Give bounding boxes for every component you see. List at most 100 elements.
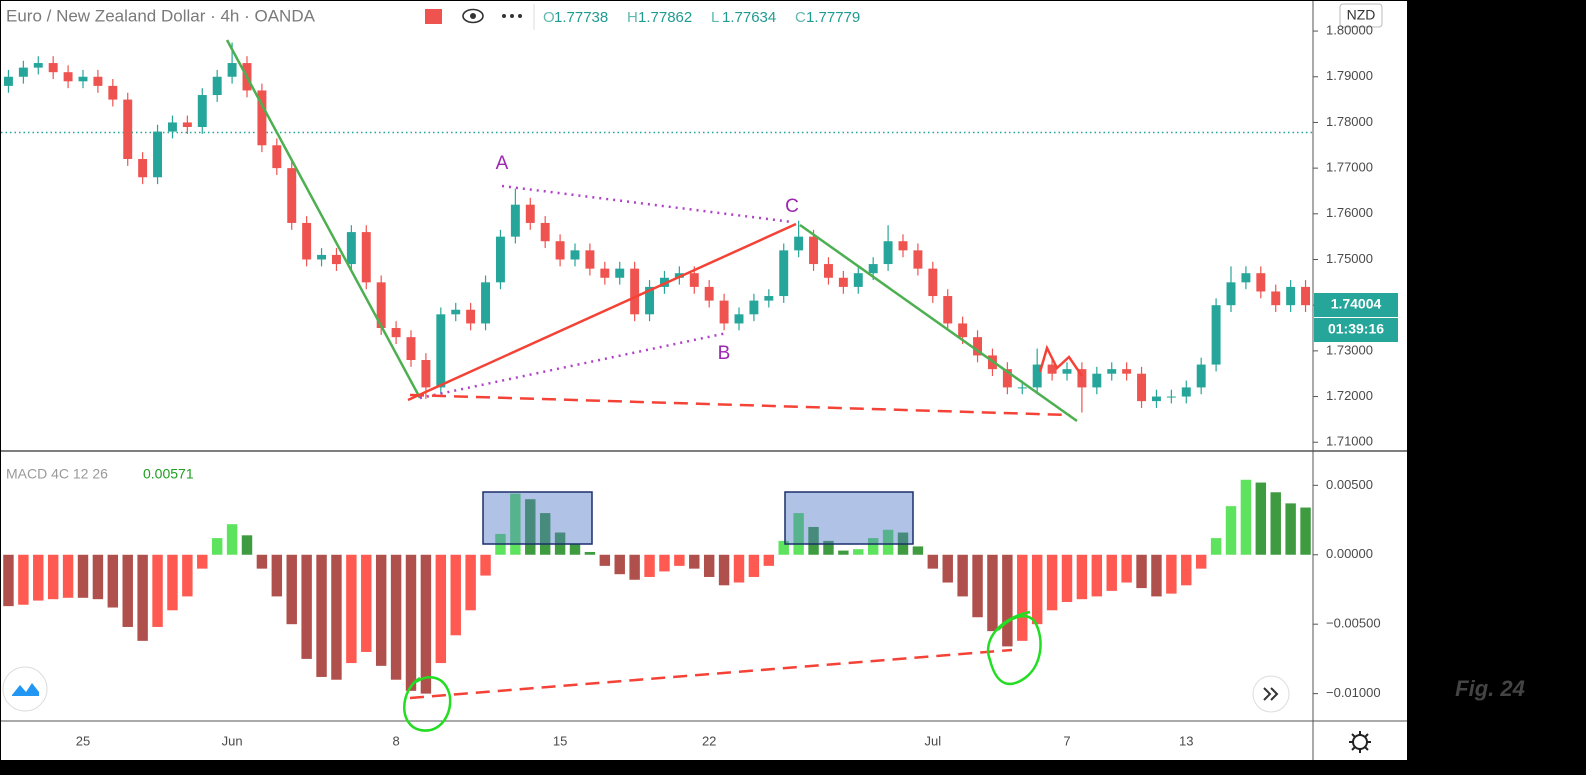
candle-body <box>1107 369 1117 374</box>
histogram-bar <box>1046 554 1058 611</box>
histogram-bar <box>1076 554 1088 600</box>
y-tick-label: −0.00500 <box>1326 616 1381 631</box>
circle-mark <box>987 610 1042 686</box>
histogram-bar <box>1031 554 1043 625</box>
figure-label: Fig. 24 <box>1455 676 1525 701</box>
drawings: A B C <box>225 39 1084 732</box>
histogram-bar <box>62 554 74 598</box>
histogram-bar <box>361 554 372 652</box>
settings-button[interactable] <box>1349 731 1371 753</box>
currency-button[interactable] <box>1339 3 1383 28</box>
scroll-button[interactable] <box>1252 675 1290 713</box>
histogram-bar <box>808 526 819 555</box>
candle-body <box>331 254 341 265</box>
y-tick-label: 1.72000 <box>1326 388 1373 403</box>
histogram-bar <box>793 513 804 555</box>
histogram-bar <box>539 513 551 555</box>
last-price-label: 1.74004 <box>1331 296 1382 312</box>
histogram-bar <box>614 554 625 575</box>
candle-body <box>33 63 43 68</box>
candle-body <box>555 241 565 260</box>
logo-button[interactable] <box>2 666 48 712</box>
candle-body <box>272 145 282 169</box>
candle-body <box>973 337 983 356</box>
histogram-bar <box>480 554 491 576</box>
candle-body <box>645 286 655 315</box>
histogram-bar <box>450 554 461 636</box>
histogram-bar <box>271 554 283 597</box>
candle-body <box>48 63 58 73</box>
candle-body <box>749 300 759 315</box>
countdown-label: 01:39:16 <box>1328 321 1384 337</box>
flag-icon[interactable] <box>425 9 442 24</box>
histogram-bar <box>927 554 939 569</box>
candle-body <box>3 76 13 86</box>
x-tick-label: 25 <box>76 733 90 748</box>
ohlc-value: 1.77862 <box>638 9 692 26</box>
candle-body <box>481 282 491 324</box>
y-tick-label: 0.00000 <box>1326 546 1373 561</box>
candle-body <box>928 268 938 297</box>
y-tick-label: −0.01000 <box>1326 685 1381 700</box>
candle-body <box>794 236 804 251</box>
candle-body <box>1032 364 1042 388</box>
histogram-bar <box>644 554 655 577</box>
countdown-box <box>1314 317 1398 342</box>
candle-body <box>898 241 908 251</box>
histogram-bar <box>1240 479 1252 555</box>
histogram-bar <box>1195 554 1207 569</box>
swing-mark <box>1038 344 1084 377</box>
more-icon[interactable] <box>502 14 522 18</box>
histogram-bar <box>167 554 178 611</box>
candle-body <box>1196 364 1206 388</box>
histogram-bar <box>1181 554 1192 586</box>
candle-body <box>674 273 684 278</box>
candle-body <box>1301 286 1311 306</box>
y-tick-label: 1.75000 <box>1326 251 1373 266</box>
candle-body <box>570 250 580 260</box>
y-tick-label: 0.00500 <box>1326 477 1373 492</box>
histogram-bar <box>18 554 29 605</box>
histogram-bar <box>1121 554 1132 583</box>
candle-body <box>257 90 267 146</box>
y-tick-label: 1.73000 <box>1326 342 1373 357</box>
trend-line <box>799 223 1078 423</box>
last-price-box <box>1314 292 1398 317</box>
histogram-bar <box>1225 506 1237 555</box>
candle-body <box>764 296 774 301</box>
histogram-bar <box>375 554 387 666</box>
eye-icon[interactable] <box>462 8 484 24</box>
circle-mark <box>403 676 452 732</box>
candle-body <box>376 282 386 329</box>
candle-body <box>317 254 327 260</box>
histogram-bar <box>1255 482 1267 555</box>
histogram-bar <box>1002 554 1013 647</box>
symbol-title: Euro / New Zealand Dollar · 4h · OANDA <box>6 6 316 25</box>
histogram-bar <box>510 493 521 555</box>
candle-body <box>93 76 103 86</box>
histogram-bar <box>853 549 864 555</box>
candle-body <box>1241 273 1251 283</box>
histogram-bar <box>33 554 44 601</box>
candle-body <box>1151 396 1161 402</box>
trend-line <box>407 222 797 402</box>
ohlc-value: 1.77779 <box>806 9 860 26</box>
x-tick-label: 15 <box>553 733 567 748</box>
histogram-bar <box>674 554 685 566</box>
candle-body <box>302 222 312 260</box>
histogram-bar <box>599 554 611 566</box>
candle-body <box>466 309 476 324</box>
candle-body <box>167 122 177 132</box>
candle-body <box>630 268 640 315</box>
histogram-bar <box>465 554 476 611</box>
candle-body <box>123 99 133 159</box>
candle-body <box>1166 396 1176 398</box>
ohlc-value: 1.77738 <box>554 9 608 26</box>
candle-body <box>495 236 505 283</box>
histogram-bar <box>256 554 268 569</box>
candle-body <box>1047 364 1057 374</box>
histogram-bar <box>733 554 745 583</box>
ohlc-key: L <box>711 9 719 26</box>
candle-body <box>1122 369 1132 374</box>
histogram-bar <box>748 554 760 577</box>
